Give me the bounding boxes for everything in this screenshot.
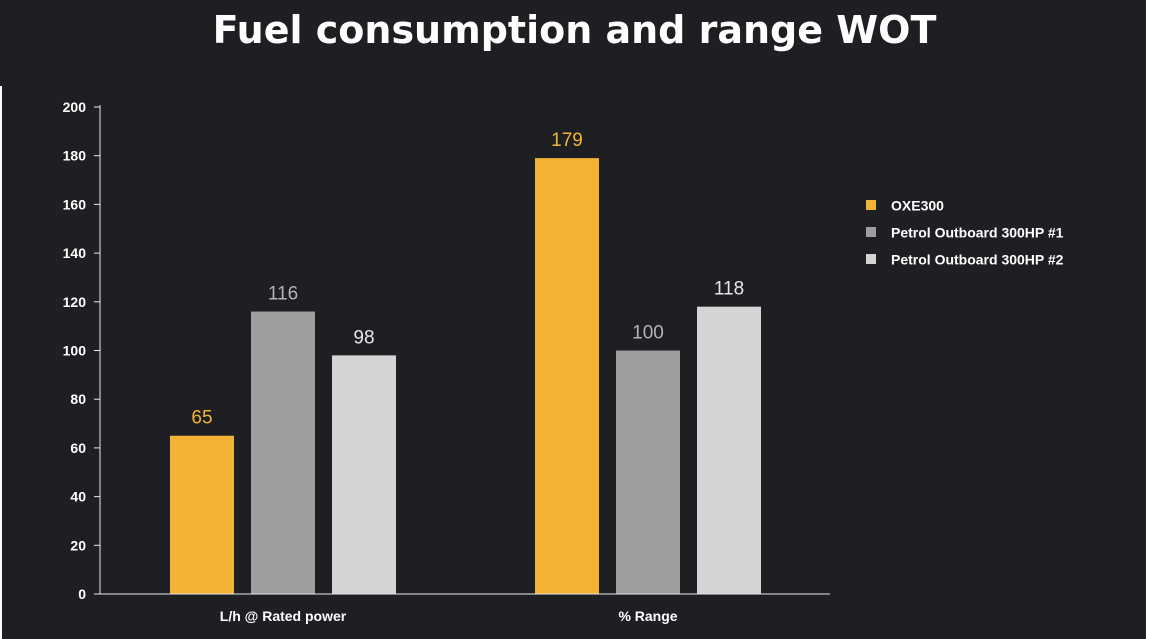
bar-1-1 [170, 435, 234, 594]
y-tick-label: 100 [63, 343, 87, 359]
data-labels: 65 116 98 179 100 118 [191, 130, 744, 429]
bar-1-2 [535, 158, 599, 594]
y-tick-label: 60 [70, 440, 86, 456]
bar-3-1 [332, 355, 396, 594]
y-tick-label: 80 [70, 391, 86, 407]
y-tick-label: 180 [63, 148, 87, 164]
data-label: 116 [268, 284, 298, 305]
y-tick-label: 20 [70, 537, 86, 553]
y-tick-label: 0 [78, 586, 86, 602]
y-tick-label: 140 [63, 245, 87, 261]
legend-swatch [866, 227, 876, 237]
legend-swatch [866, 254, 876, 264]
bar-3-2 [697, 306, 761, 594]
legend-label: OXE300 [891, 198, 944, 214]
x-category-label: % Range [618, 608, 677, 624]
legend: OXE300 Petrol Outboard 300HP #1 Petrol Out… [866, 198, 1064, 268]
frame-right-edge [1146, 0, 1149, 639]
axes [99, 105, 830, 595]
x-axis-labels: L/h @ Rated power % Range [220, 608, 678, 624]
bars [170, 158, 761, 594]
data-label: 100 [632, 323, 664, 344]
data-label: 118 [714, 279, 744, 300]
x-category-label: L/h @ Rated power [220, 608, 347, 624]
legend-label: Petrol Outboard 300HP #1 [891, 225, 1064, 241]
data-label: 65 [191, 408, 212, 429]
data-label: 179 [551, 130, 583, 151]
frame-left-edge [0, 86, 2, 639]
y-axis-ticks: 0 20 40 60 80 100 120 140 160 180 200 [63, 99, 100, 602]
chart-title: Fuel consumption and range WOT [212, 8, 937, 52]
data-label: 98 [353, 327, 374, 348]
y-tick-label: 160 [63, 196, 87, 212]
bar-2-1 [251, 311, 315, 594]
legend-label: Petrol Outboard 300HP #2 [891, 252, 1064, 268]
y-tick-label: 40 [70, 489, 86, 505]
legend-swatch [866, 200, 876, 210]
y-tick-label: 120 [63, 294, 87, 310]
y-tick-label: 200 [63, 99, 87, 115]
bar-2-2 [616, 350, 680, 594]
